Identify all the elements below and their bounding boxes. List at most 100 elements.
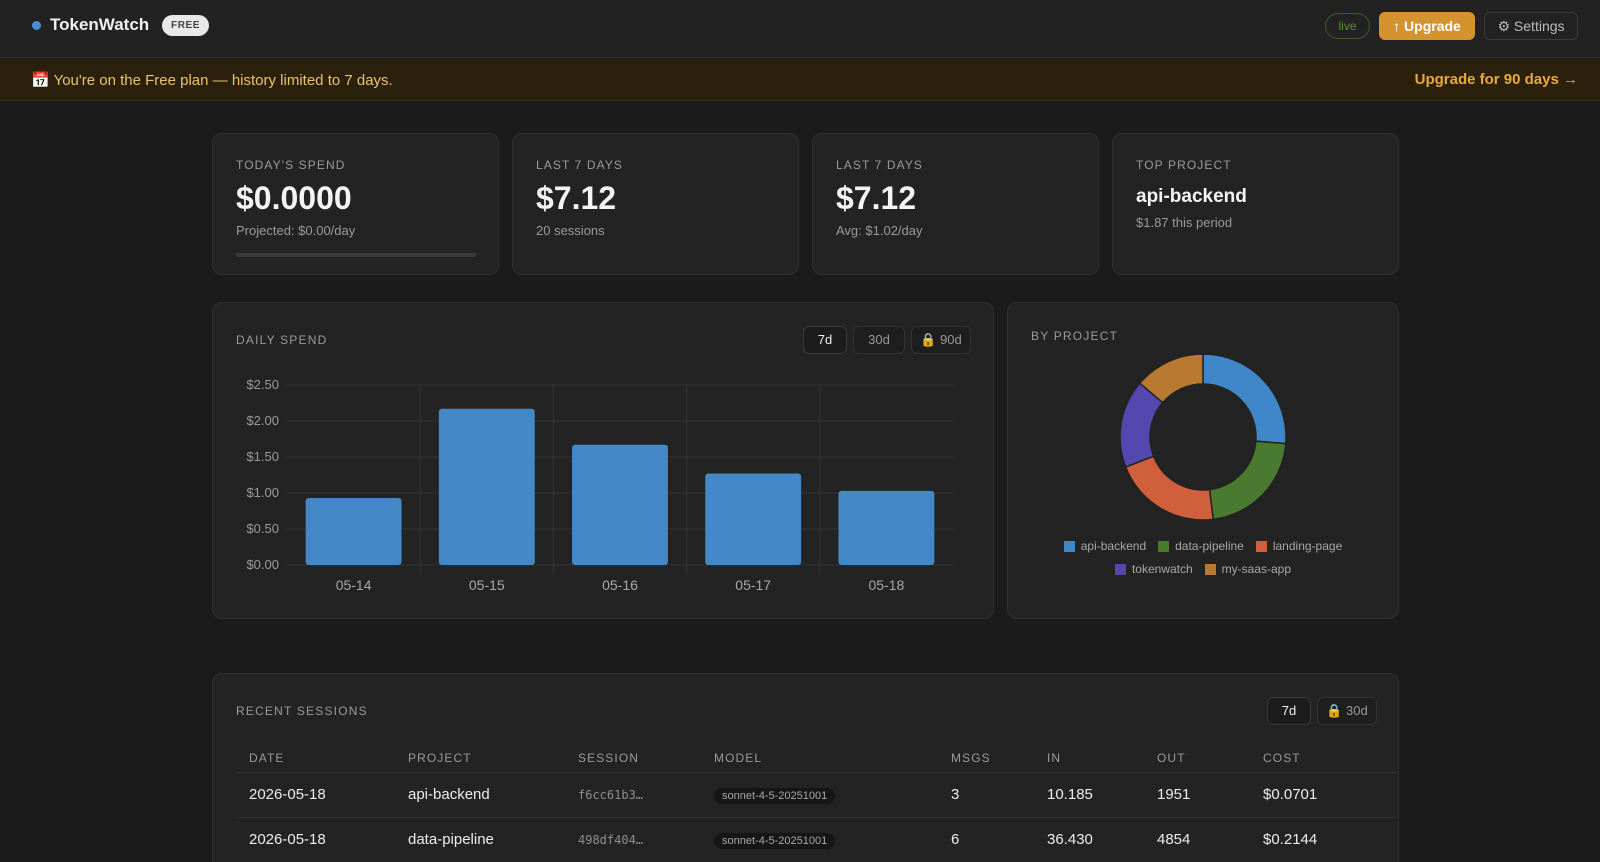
legend-item-data-pipeline[interactable]: data-pipeline	[1158, 539, 1244, 553]
legend-swatch	[1255, 540, 1267, 552]
free-plan-banner: 📅 You're on the Free plan — history limi…	[0, 58, 1600, 101]
stat-card-last-7-days-spend: LAST 7 DAYS $7.12 20 sessions	[512, 133, 799, 275]
table-row[interactable]: 2026-05-18 api-backend f6cc61b3… sonnet-…	[236, 772, 1396, 818]
bar-05-14[interactable]	[305, 498, 402, 565]
live-indicator: live	[1325, 13, 1370, 39]
cell-msgs: 6	[938, 817, 1034, 862]
cell-cost: $0.0701	[1250, 772, 1396, 818]
bar-05-15[interactable]	[438, 408, 535, 565]
sessions-range-30d-locked-button[interactable]: 🔒 30d	[1317, 697, 1377, 725]
model-pill: sonnet-4-5-20251001	[714, 787, 836, 804]
stat-value: $7.12	[836, 180, 917, 216]
bar-05-17[interactable]	[705, 473, 802, 565]
app-name: TokenWatch	[50, 15, 150, 34]
legend-item-landing-page[interactable]: landing-page	[1255, 539, 1343, 553]
y-tick-label: $0.00	[246, 557, 279, 572]
upgrade-button[interactable]: ↑ Upgrade	[1379, 12, 1475, 40]
daily-spend-bar-chart: $0.00 $0.50 $1.00 $1.50 $2.00 $2.50 05-14 05-15…	[246, 377, 953, 593]
legend-swatch	[1114, 563, 1126, 575]
x-tick-label: 05-15	[469, 577, 505, 593]
stat-card-top-project: TOP PROJECT api-backend $1.87 this perio…	[1112, 133, 1399, 275]
table-row[interactable]: 2026-05-18 data-pipeline 498df404… sonne…	[236, 817, 1396, 862]
y-tick-label: $1.00	[246, 485, 279, 500]
legend-label: tokenwatch	[1131, 562, 1193, 576]
by-project-card: BY PROJECT api-backend data-pipeline landi…	[1007, 302, 1399, 619]
daily-spend-title: DAILY SPEND	[236, 333, 328, 347]
cell-msgs: 3	[938, 772, 1034, 818]
legend-swatch	[1158, 540, 1170, 552]
stat-card-last-7-days-avg: LAST 7 DAYS $7.12 Avg: $1.02/day	[812, 133, 1099, 275]
range-7d-button[interactable]: 7d	[803, 326, 847, 354]
stat-value: $7.12	[536, 180, 617, 216]
stat-label: TOP PROJECT	[1136, 158, 1232, 172]
legend-label: data-pipeline	[1175, 539, 1244, 553]
top-bar: TokenWatch FREE live ↑ Upgrade ⚙ Setting…	[0, 0, 1600, 58]
plan-badge: FREE	[162, 15, 210, 36]
column-header-project[interactable]: PROJECT	[395, 750, 565, 773]
legend-label: landing-page	[1272, 539, 1343, 553]
slice-data-pipeline[interactable]	[1208, 440, 1287, 521]
stat-value: api-backend	[1136, 186, 1247, 207]
legend-label: api-backend	[1080, 539, 1147, 553]
y-tick-label: $0.50	[246, 521, 279, 536]
column-header-model[interactable]: MODEL	[701, 750, 938, 773]
legend-item-my-saas-app[interactable]: my-saas-app	[1204, 562, 1292, 576]
cell-model: sonnet-4-5-20251001	[701, 772, 938, 818]
bar-05-18[interactable]	[838, 490, 935, 565]
cell-in: 10.185	[1034, 772, 1144, 818]
model-pill: sonnet-4-5-20251001	[714, 832, 836, 849]
stat-sub: Projected: $0.00/day	[236, 223, 356, 238]
cell-date: 2026-05-18	[236, 772, 395, 818]
range-90d-locked-button[interactable]: 🔒 90d	[911, 326, 971, 354]
y-tick-label: $2.00	[246, 413, 279, 428]
legend-item-api-backend[interactable]: api-backend	[1063, 539, 1147, 553]
legend-swatch	[1063, 540, 1075, 552]
banner-message: 📅 You're on the Free plan — history limi…	[31, 72, 393, 89]
slice-api-backend[interactable]	[1202, 355, 1287, 445]
sessions-range-7d-button[interactable]: 7d	[1267, 697, 1311, 725]
stat-sub: $1.87 this period	[1136, 215, 1233, 230]
column-header-date[interactable]: DATE	[236, 750, 395, 773]
bar-05-16[interactable]	[572, 444, 668, 565]
cell-session-id: 498df404…	[565, 817, 701, 862]
x-tick-label: 05-17	[735, 577, 771, 593]
column-header-in[interactable]: IN	[1034, 750, 1144, 773]
legend-swatch	[1204, 563, 1216, 575]
column-header-out[interactable]: OUT	[1144, 750, 1250, 773]
cell-out: 4854	[1144, 817, 1250, 862]
cell-in: 36.430	[1034, 817, 1144, 862]
upgrade-90-days-link[interactable]: Upgrade for 90 days →	[1414, 71, 1578, 88]
cell-date: 2026-05-18	[236, 817, 395, 862]
cell-project: data-pipeline	[395, 817, 565, 862]
daily-spend-card: DAILY SPEND 7d 30d 🔒 90d $0.00 $0.50 $1.00…	[212, 302, 994, 619]
cell-project: api-backend	[395, 772, 565, 818]
x-tick-label: 05-18	[868, 577, 904, 593]
cell-session-id: f6cc61b3…	[565, 772, 701, 818]
table-header-row: DATE PROJECT SESSION MODEL MSGS IN OUT C…	[236, 750, 1396, 773]
legend-row: api-backend data-pipeline landing-page	[1008, 539, 1398, 553]
legend-item-tokenwatch[interactable]: tokenwatch	[1114, 562, 1193, 576]
column-header-cost[interactable]: COST	[1250, 750, 1396, 773]
x-tick-label: 05-14	[336, 577, 372, 593]
slice-my-saas-app[interactable]	[1138, 355, 1204, 404]
y-tick-label: $2.50	[246, 377, 279, 392]
stat-label: LAST 7 DAYS	[836, 158, 924, 172]
stat-label: TODAY'S SPEND	[236, 158, 346, 172]
stat-value: $0.0000	[236, 180, 352, 216]
range-30d-button[interactable]: 30d	[853, 326, 905, 354]
slice-landing-page[interactable]	[1124, 455, 1215, 521]
recent-sessions-title: RECENT SESSIONS	[236, 704, 368, 718]
stat-sub: 20 sessions	[536, 223, 605, 238]
stat-sub: Avg: $1.02/day	[836, 223, 923, 238]
recent-sessions-card: RECENT SESSIONS 7d 🔒 30d DATE PROJECT SE…	[212, 673, 1399, 862]
cell-model: sonnet-4-5-20251001	[701, 817, 938, 862]
by-project-donut-chart	[1119, 355, 1287, 521]
column-header-session[interactable]: SESSION	[565, 750, 701, 773]
sessions-table: DATE PROJECT SESSION MODEL MSGS IN OUT C…	[236, 750, 1396, 862]
legend-label: my-saas-app	[1221, 562, 1292, 576]
column-header-msgs[interactable]: MSGS	[938, 750, 1034, 773]
y-tick-label: $1.50	[246, 449, 279, 464]
spend-progress-bar	[236, 253, 476, 257]
status-dot	[32, 21, 41, 30]
settings-button[interactable]: ⚙ Settings	[1484, 12, 1578, 40]
